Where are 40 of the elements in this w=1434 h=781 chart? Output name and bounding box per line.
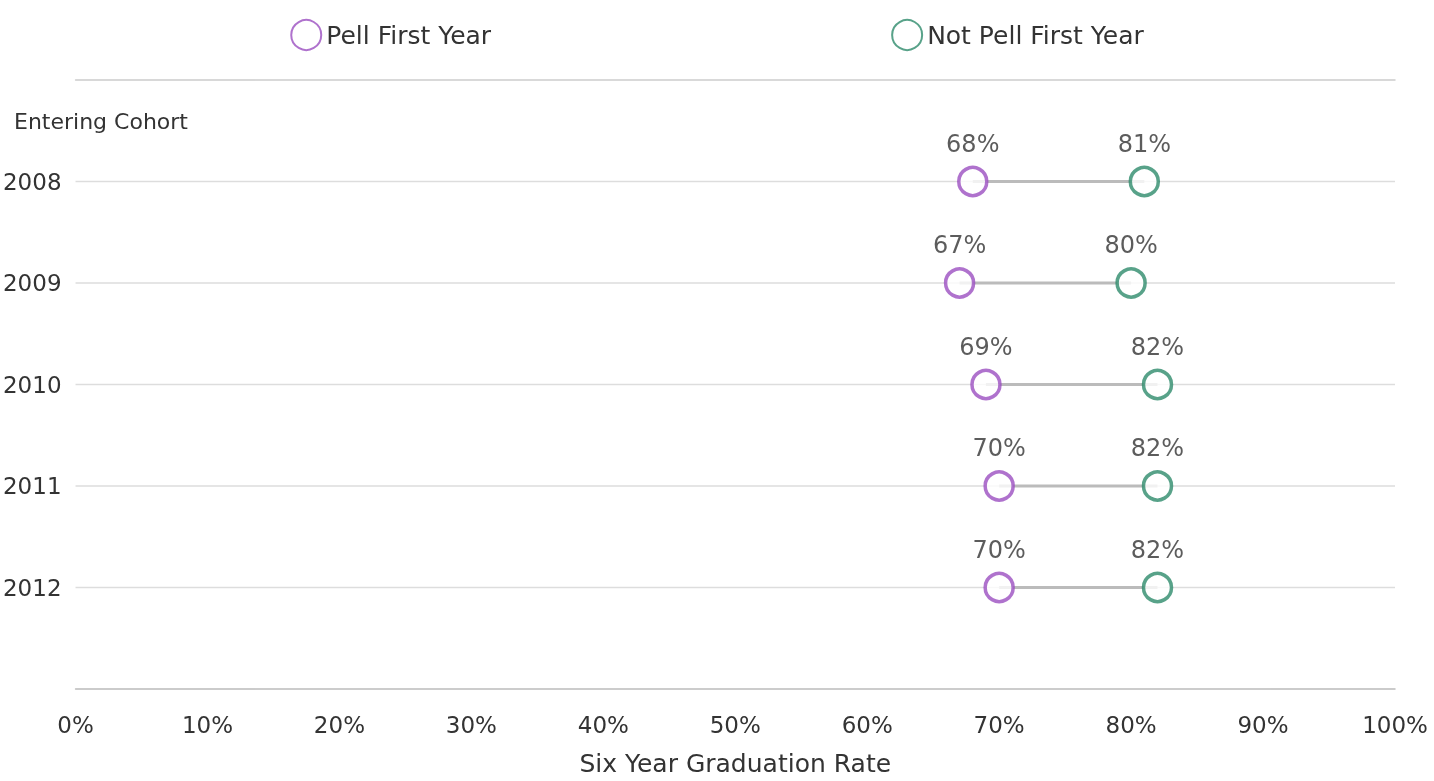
- legend-label: Pell First Year: [326, 20, 492, 50]
- x-tick-label: 30%: [445, 711, 497, 738]
- y-tick-label: 2010: [2, 371, 62, 398]
- x-tick-label: 40%: [577, 711, 629, 738]
- point: [983, 571, 1015, 604]
- data-label: 69%: [959, 332, 1013, 361]
- data-label: 81%: [1117, 129, 1171, 158]
- data-label: 82%: [1130, 332, 1185, 361]
- point: [1128, 165, 1161, 198]
- point: [1141, 368, 1174, 401]
- x-tick-label: 10%: [181, 711, 234, 738]
- x-tick-label: 50%: [709, 711, 761, 738]
- x-tick-label: 80%: [1105, 711, 1157, 738]
- data-label: 82%: [1130, 535, 1185, 564]
- data-label: 70%: [972, 434, 1026, 463]
- point: [1141, 571, 1174, 604]
- point: [943, 267, 976, 299]
- data-label: 70%: [972, 535, 1026, 564]
- point: [983, 470, 1015, 502]
- data-label: 80%: [1104, 231, 1158, 260]
- legend-label: Not Pell First Year: [927, 20, 1145, 50]
- x-tick-label: 20%: [313, 711, 365, 738]
- x-tick-label: 0%: [57, 711, 94, 738]
- x-tick-label: 90%: [1237, 711, 1289, 738]
- y-tick-label: 2012: [2, 574, 62, 601]
- x-tick-label: 100%: [1362, 711, 1428, 738]
- y-tick-label: 2008: [2, 168, 62, 195]
- y-axis-title: Entering Cohort: [14, 108, 189, 134]
- x-axis-title: Six Year Graduation Rate: [579, 749, 892, 778]
- point: [970, 368, 1002, 401]
- point: [957, 165, 989, 198]
- y-tick-label: 2009: [2, 270, 62, 296]
- y-tick-label: 2011: [2, 473, 62, 499]
- x-tick-label: 60%: [841, 711, 893, 738]
- data-label: 68%: [946, 129, 1000, 158]
- point: [1141, 470, 1174, 502]
- data-label: 67%: [932, 231, 987, 260]
- point: [1115, 267, 1147, 299]
- x-tick-label: 70%: [973, 711, 1025, 738]
- data-label: 82%: [1130, 434, 1185, 463]
